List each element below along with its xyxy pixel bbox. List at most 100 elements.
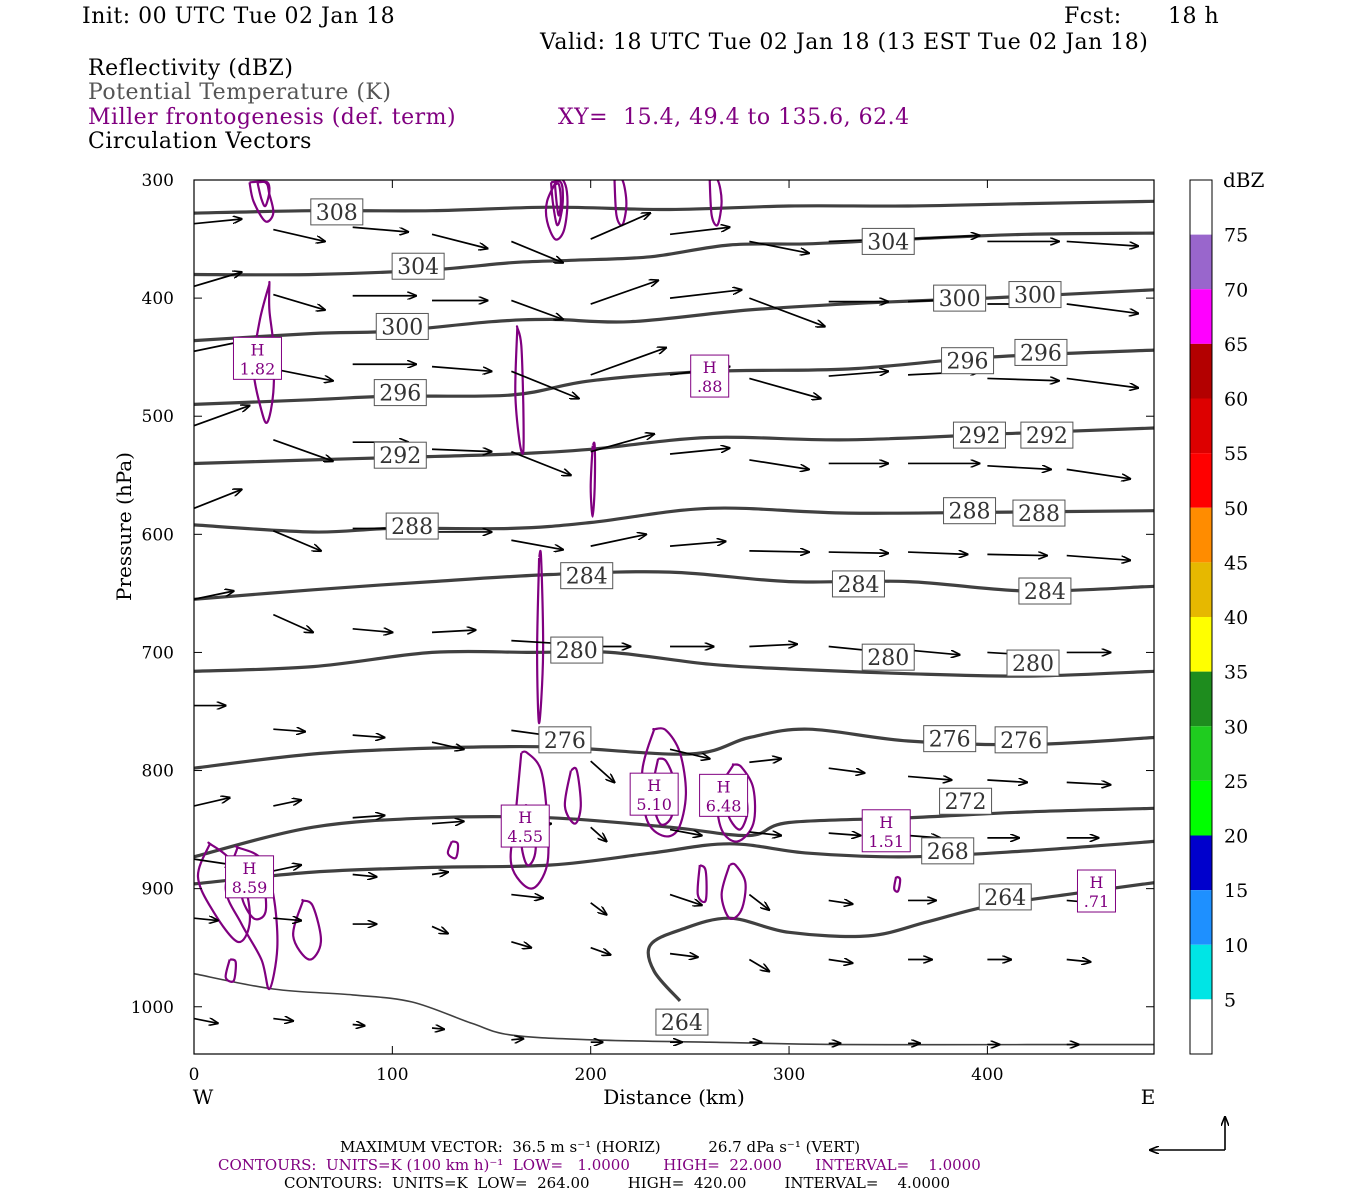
circulation-vector: [431, 449, 492, 451]
frontogenesis-maximum-label: H4.55: [500, 804, 550, 848]
svg-text:296: 296: [1020, 341, 1062, 366]
colorbar-bin: [1190, 835, 1212, 891]
circulation-vector: [194, 219, 242, 225]
circulation-vector: [431, 821, 464, 823]
svg-text:H: H: [250, 340, 264, 359]
plot-frame: [193, 179, 1155, 1055]
circulation-vector: [828, 960, 853, 964]
y-tick-label: 800: [142, 762, 174, 782]
svg-text:H: H: [647, 776, 661, 795]
circulation-vector: [194, 1019, 218, 1024]
x-tick-label: 300: [773, 1065, 805, 1085]
field-frontogenesis: Miller frontogenesis (def. term): [88, 105, 457, 130]
circulation-vector: [511, 240, 563, 262]
circulation-vector: [749, 759, 781, 763]
svg-text:280: 280: [867, 646, 909, 671]
circulation-vector: [907, 776, 952, 780]
frontogenesis-contour: [696, 864, 708, 904]
circulation-vector: [431, 872, 448, 874]
theta-contour-284: [194, 570, 1154, 601]
circulation-vector: [1066, 782, 1111, 784]
theta-contour-268: [194, 839, 1154, 886]
svg-text:284: 284: [837, 573, 879, 598]
circulation-vector: [431, 925, 448, 933]
circulation-vector: [431, 1028, 444, 1029]
circulation-vector: [828, 900, 853, 904]
frontogenesis-contour: [589, 441, 597, 518]
circulation-vector: [272, 613, 313, 633]
circulation-vector: [669, 828, 702, 836]
svg-text:296: 296: [379, 382, 421, 407]
theta-contour-label: 300: [375, 312, 429, 340]
circulation-vector: [987, 780, 1027, 782]
frontogenesis-contour: [553, 182, 563, 217]
theta-contour-label: 276: [994, 726, 1048, 754]
circulation-vector: [669, 227, 730, 236]
svg-text:H: H: [1090, 873, 1104, 892]
x-tick-label: 200: [574, 1065, 606, 1085]
circulation-vector: [749, 832, 781, 836]
y-tick-label: 400: [142, 289, 174, 309]
theta-contour-label: 296: [941, 347, 995, 375]
theta-contour-label: 288: [1012, 499, 1066, 527]
frontogenesis-contour: [549, 180, 565, 227]
circulation-vector: [669, 748, 710, 758]
circulation-vector: [590, 434, 654, 453]
circulation-vector: [511, 940, 531, 948]
colorbar-bin: [1190, 234, 1212, 290]
svg-text:284: 284: [566, 565, 608, 590]
svg-text:280: 280: [556, 639, 598, 664]
colorbar-bin: [1190, 999, 1212, 1054]
colorbar-bin: [1190, 726, 1212, 781]
field-reflectivity: Reflectivity (dBZ): [88, 56, 294, 81]
theta-contour-label: 296: [373, 379, 427, 407]
svg-text:300: 300: [939, 287, 981, 312]
circulation-vector: [194, 489, 242, 510]
circulation-vector: [431, 741, 464, 749]
forecast-label: Fcst:: [1064, 4, 1122, 29]
svg-text:288: 288: [391, 515, 433, 540]
svg-text:284: 284: [1024, 580, 1066, 605]
theta-contour-label: 276: [538, 726, 592, 754]
colorbar-bin: [1190, 343, 1212, 399]
colorbar-tick-label: 75: [1224, 225, 1248, 247]
y-tick-label: 500: [142, 407, 174, 427]
svg-text:1.51: 1.51: [868, 832, 904, 851]
circulation-vector: [352, 874, 377, 876]
theta-contour-label: 304: [861, 227, 915, 255]
theta-contour-label: 272: [939, 787, 993, 815]
svg-text:280: 280: [1012, 652, 1054, 677]
frontogenesis-maximum-label: H6.48: [699, 773, 749, 817]
frontogenesis-maximum-label: H.88: [690, 354, 730, 398]
circulation-vector: [273, 865, 301, 872]
colorbar-bin: [1190, 398, 1212, 454]
x-tick-label: 0: [189, 1065, 200, 1085]
circulation-vector: [1066, 468, 1130, 478]
frontogenesis-contour: [613, 180, 628, 227]
circulation-vector: [273, 368, 333, 381]
circulation-vector: [908, 552, 968, 554]
circulation-vector: [511, 895, 543, 899]
x-tick-label: 100: [376, 1065, 408, 1085]
valid-time: Valid: 18 UTC Tue 02 Jan 18 (13 EST Tue …: [540, 30, 1149, 55]
frontogenesis-contour: [893, 875, 902, 893]
circulation-vector: [194, 798, 230, 807]
circulation-vector: [987, 378, 1058, 380]
frontogenesis-contour-info: CONTOURS: UNITS=K (100 km h)⁻¹ LOW= 1.00…: [218, 1156, 981, 1174]
frontogenesis-contour: [535, 549, 545, 725]
circulation-vector: [590, 760, 615, 782]
circulation-vector: [590, 902, 607, 915]
circulation-vector: [273, 439, 333, 461]
colorbar-tick-label: 25: [1224, 771, 1248, 793]
theta-contour-label: 292: [373, 441, 427, 469]
colorbar-tick-label: 15: [1224, 880, 1248, 902]
frontogenesis-contour: [224, 845, 279, 991]
svg-text:5.10: 5.10: [636, 795, 672, 814]
circulation-vector: [511, 370, 578, 398]
colorbar-tick-label: 40: [1224, 607, 1248, 629]
colorbar-frame: [1189, 179, 1213, 1055]
circulation-vector: [352, 815, 385, 817]
frontogenesis-contour: [563, 766, 582, 825]
svg-text:292: 292: [1026, 424, 1068, 449]
circulation-vector: [749, 240, 809, 253]
